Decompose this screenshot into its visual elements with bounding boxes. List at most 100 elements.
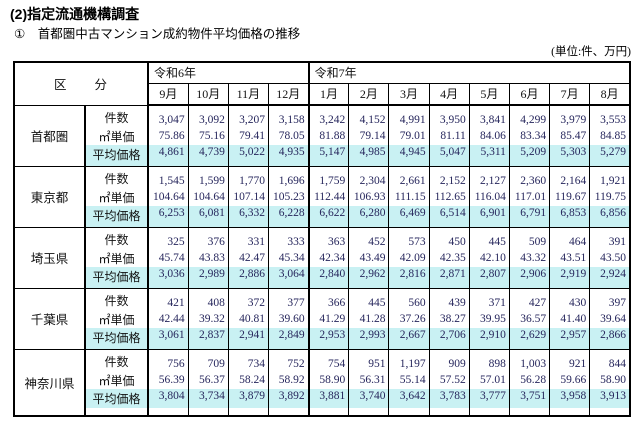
value-cell: 58.90	[308, 371, 350, 389]
metric-label: 平均価格	[84, 267, 150, 289]
value-cell: 2,871	[428, 267, 470, 289]
metric-label: ㎡単価	[84, 127, 150, 145]
value-cell: 37.26	[388, 310, 430, 328]
value-cell: 105.23	[267, 188, 310, 206]
value-cell: 84.85	[589, 127, 631, 145]
value-cell: 75.16	[187, 127, 229, 145]
value-cell: 2,667	[388, 328, 430, 350]
value-cell: 57.01	[468, 371, 510, 389]
metric-label: 平均価格	[84, 328, 150, 350]
value-cell: 119.67	[549, 188, 591, 206]
value-cell: 117.01	[508, 188, 551, 206]
value-cell: 333	[267, 226, 310, 249]
value-cell: 41.29	[308, 310, 350, 328]
value-cell: 2,924	[589, 267, 631, 289]
value-cell: 6,791	[508, 206, 551, 228]
value-cell: 325	[147, 226, 189, 249]
value-cell: 4,299	[508, 104, 551, 127]
metric-label: 件数	[84, 226, 150, 249]
value-cell: 2,152	[428, 165, 470, 188]
value-cell: 1,759	[308, 165, 350, 188]
value-cell: 2,127	[468, 165, 510, 188]
table-row: ㎡単価 104.64 104.64 107.14 105.23 112.44 106.93 1…	[14, 188, 631, 206]
value-cell: 3,092	[187, 104, 229, 127]
value-cell: 1,003	[508, 348, 551, 371]
value-cell: 116.04	[468, 188, 510, 206]
value-cell: 921	[549, 348, 591, 371]
value-cell: 2,886	[227, 267, 269, 289]
value-cell: 6,622	[308, 206, 350, 228]
value-cell: 58.24	[227, 371, 269, 389]
value-cell: 5,303	[549, 145, 591, 167]
value-cell: 40.81	[227, 310, 269, 328]
value-cell: 445	[468, 226, 510, 249]
value-cell: 4,991	[388, 104, 430, 127]
value-cell: 39.95	[468, 310, 510, 328]
value-cell: 754	[308, 348, 350, 371]
value-cell: 909	[428, 348, 470, 371]
value-cell: 372	[227, 287, 269, 310]
value-cell: 119.75	[589, 188, 631, 206]
value-cell: 2,360	[508, 165, 551, 188]
value-cell: 331	[227, 226, 269, 249]
value-cell: 3,047	[147, 104, 189, 127]
unit-label: (単位:件、万円)	[551, 46, 631, 58]
month-header: 1月	[308, 82, 350, 106]
value-cell: 2,304	[348, 165, 390, 188]
value-cell: 5,311	[468, 145, 510, 167]
value-cell: 452	[348, 226, 390, 249]
value-cell: 45.74	[147, 249, 189, 267]
value-cell: 104.64	[187, 188, 229, 206]
year-header-reiwa7: 令和7年	[308, 61, 631, 84]
value-cell: 2,661	[388, 165, 430, 188]
value-cell: 4,739	[187, 145, 229, 167]
table-row: ㎡単価 45.74 43.83 42.47 45.34 42.34 43.49 42.09 42…	[14, 249, 631, 267]
value-cell: 4,152	[348, 104, 390, 127]
value-cell: 43.83	[187, 249, 229, 267]
value-cell: 3,061	[147, 328, 189, 350]
value-cell: 5,147	[308, 145, 350, 167]
month-header: 3月	[388, 82, 430, 106]
value-cell: 3,242	[308, 104, 350, 127]
value-cell: 2,906	[508, 267, 551, 289]
value-cell: 450	[428, 226, 470, 249]
region-name: 首都圏	[13, 104, 86, 167]
value-cell: 3,958	[549, 389, 591, 417]
value-cell: 5,022	[227, 145, 269, 167]
value-cell: 376	[187, 226, 229, 249]
value-cell: 1,197	[388, 348, 430, 371]
value-cell: 39.32	[187, 310, 229, 328]
value-cell: 84.06	[468, 127, 510, 145]
value-cell: 366	[308, 287, 350, 310]
month-header: 5月	[468, 82, 510, 106]
metric-label: 平均価格	[84, 389, 150, 417]
month-header: 11月	[227, 82, 269, 106]
value-cell: 112.65	[428, 188, 470, 206]
value-cell: 445	[348, 287, 390, 310]
value-cell: 79.14	[348, 127, 390, 145]
table-row: 千葉県 件数 421 408 372 377 366 445 560 439 371 427 430 39…	[13, 287, 631, 350]
month-header: 8月	[589, 82, 631, 106]
month-header: 2月	[348, 82, 390, 106]
metric-label: ㎡単価	[84, 310, 150, 328]
value-cell: 391	[589, 226, 631, 249]
year-header-reiwa6: 令和6年	[147, 61, 310, 84]
table-row: 平均価格 4,861 4,739 5,022 4,935 5,147 4,985 4,945 5…	[14, 145, 631, 167]
value-cell: 2,840	[308, 267, 350, 289]
value-cell: 3,064	[267, 267, 310, 289]
value-cell: 2,962	[348, 267, 390, 289]
table-row: 平均価格 3,804 3,734 3,879 3,892 3,881 3,740 3,642 3…	[14, 389, 631, 417]
month-header: 7月	[549, 82, 591, 106]
value-cell: 43.50	[589, 249, 631, 267]
value-cell: 756	[147, 348, 189, 371]
value-cell: 898	[468, 348, 510, 371]
price-table: 区 分 令和6年 令和7年 9月 10月 11月 12月 1月 2月 3月 4月 5月 6月 7月 8…	[13, 61, 631, 417]
value-cell: 2,849	[267, 328, 310, 350]
region-name: 東京都	[13, 165, 86, 228]
value-cell: 439	[428, 287, 470, 310]
value-cell: 56.39	[147, 371, 189, 389]
value-cell: 709	[187, 348, 229, 371]
value-cell: 3,950	[428, 104, 470, 127]
metric-label: ㎡単価	[84, 371, 150, 389]
value-cell: 2,989	[187, 267, 229, 289]
